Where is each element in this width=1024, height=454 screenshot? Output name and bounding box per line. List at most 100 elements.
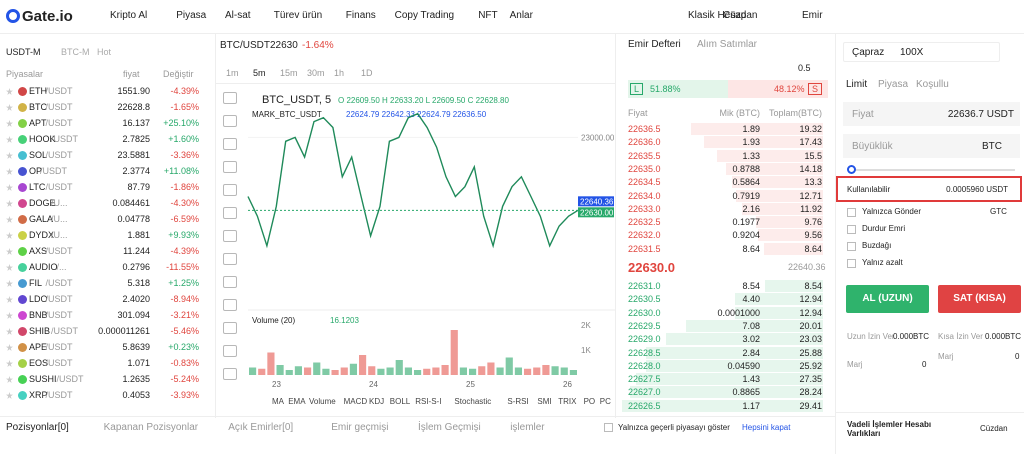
tif[interactable]: GTC [990,207,1007,216]
depth-bar [726,162,823,175]
option-label[interactable]: Yalnız azalt [862,258,903,267]
nav-item[interactable]: Türev ürün [273,10,323,21]
interval[interactable]: 1m [226,68,239,78]
ob-price: 22631.5 [628,243,661,254]
indicator[interactable]: KDJ [369,397,385,406]
interval[interactable]: 1h [334,68,345,78]
price: 2.7825 [122,134,150,144]
nav-item[interactable]: Finans [345,10,376,21]
mark-values: 22624.79 22642.33 22624.79 22636.50 [346,110,487,119]
volume-bar [505,357,513,375]
price: 22628.8 [117,102,150,112]
indicator[interactable]: MA [272,397,284,406]
indicator[interactable]: SMI [537,397,552,406]
indicator[interactable]: BOLL [389,397,411,406]
coin-icon [18,375,27,384]
depth-bar [764,280,823,292]
select-bg [843,42,1000,62]
pair-quote: /USDT [45,182,73,192]
order-type[interactable]: Koşullu [916,79,949,90]
leverage[interactable]: 100X [900,47,924,58]
ob-total: 28.24 [799,387,822,398]
ob-price: 22634.0 [628,190,661,201]
order-type[interactable]: Piyasa [878,79,909,90]
tool-icon [223,230,237,242]
price: 2.3774 [122,166,150,176]
market-tab[interactable]: Hot [97,47,112,57]
indicator[interactable]: MACD [343,397,368,406]
nav-right[interactable]: Cüzdan [723,10,758,21]
interval[interactable]: 15m [280,68,298,78]
bottom-tab[interactable]: Kapanan Pozisyonlar [103,422,199,433]
nav-item[interactable]: Piyasa [176,10,207,21]
ob-step: 0.5 [798,63,811,73]
nav-item[interactable]: Anlar [509,10,533,21]
volume-bar [249,367,257,375]
fav-star [6,120,13,127]
bottom-tab[interactable]: Emir geçmişi [331,422,389,433]
tool-icon [223,253,237,265]
pair-base: XRP [29,390,48,400]
toolbar-border [216,83,615,84]
option-label[interactable]: Buzdağı [862,241,892,250]
ob-tab[interactable]: Alım Satımlar [697,39,758,50]
bottom-tab[interactable]: işlemler [510,422,545,433]
order-type[interactable]: Limit [846,79,868,90]
buy-button[interactable]: AL (UZUN) [846,285,929,313]
nav-item[interactable]: NFT [478,10,498,21]
volume-bar [459,367,467,375]
ob-size: 1.33 [742,150,760,161]
sell-button[interactable]: SAT (KISA) [938,285,1021,313]
indicator[interactable]: S-RSI [507,397,529,406]
nav-right[interactable]: Klasik Hesap [688,10,747,21]
nav-item[interactable]: Kripto Al [110,10,148,21]
pair-base: DOGE [29,198,56,208]
ob-tab[interactable]: Emir Defteri [628,39,681,50]
depth-bar [665,333,823,346]
nav-right[interactable]: Emir [802,10,823,21]
depth-bar [703,136,823,149]
nav-item[interactable]: Copy Trading [394,10,455,21]
bottom-tab[interactable]: İşlem Geçmişi [418,422,481,433]
fav-star [6,376,13,383]
nav-item[interactable]: Al-sat [225,10,251,21]
interval[interactable]: 1D [361,68,373,78]
indicator[interactable]: PC [599,397,611,406]
size-unit[interactable]: BTC [982,141,1002,152]
price-input[interactable]: 22636.7 USDT [947,109,1014,120]
indicator[interactable]: Stochastic [454,397,492,406]
pair-base: APE [29,342,48,352]
pair-base: EOS [29,358,49,368]
bottom-tab[interactable]: Açık Emirler[0] [228,422,294,433]
long-pct: 51.88% [650,84,681,94]
ob-total: 13.3 [804,177,822,188]
ob-price: 22627.5 [628,374,661,385]
option-label[interactable]: Durdur Emri [862,224,906,233]
ob-size: 1.17 [742,400,760,411]
indicator[interactable]: TRIX [558,397,577,406]
tool-icon [223,161,237,173]
indicator[interactable]: EMA [288,397,306,406]
margin-mode[interactable]: Çapraz [852,47,885,58]
pair-quote: /U... [51,214,68,224]
ob-size: 1.89 [742,124,760,134]
wallet-link[interactable]: Cüzdan [980,424,1008,433]
market-tab[interactable]: BTC-M [61,47,90,57]
market-tab[interactable]: USDT-M [6,47,41,57]
ob-price: 22632.0 [628,230,661,241]
pair-base: FIL [29,278,43,288]
option-label[interactable]: Yalnızca Gönder [862,207,921,216]
long-allow: Uzun İzin Ver [847,332,895,341]
ob-size: 0.1977 [732,217,760,228]
indicator[interactable]: Volume [309,397,336,406]
slider-knob [847,165,856,174]
interval[interactable]: 30m [307,68,325,78]
only-current[interactable]: Yalnızca geçerli piyasayı göster [618,423,730,432]
indicator[interactable]: RSI-S-I [415,397,442,406]
coin-icon [18,263,27,272]
interval[interactable]: 5m [253,68,266,78]
indicator[interactable]: PO [583,397,596,406]
bottom-tab[interactable]: Pozisyonlar[0] [6,422,69,433]
price-tag: 22630.00 [580,208,614,217]
close-all[interactable]: Hepsini kapat [742,423,791,432]
